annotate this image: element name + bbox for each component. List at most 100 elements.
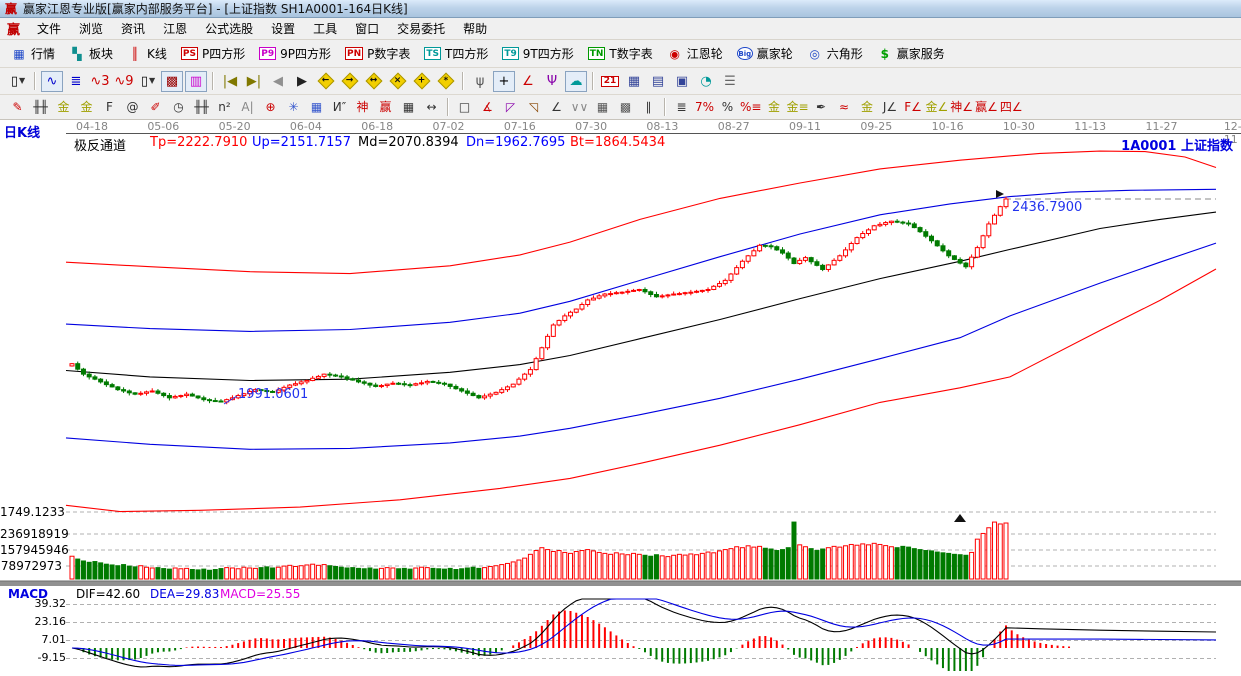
toolbar-hexagon[interactable]: ◎ 六角形	[800, 43, 870, 64]
draw-v-wave-icon[interactable]: ∨∨	[570, 100, 589, 114]
draw-f-ruler-icon[interactable]: F	[106, 100, 113, 114]
menu-item-窗口[interactable]: 窗口	[355, 22, 380, 36]
nav-first-icon[interactable]: |◀	[222, 73, 238, 89]
nav-last-icon[interactable]: ▶|	[246, 73, 262, 89]
zoom-in-icon[interactable]: +	[411, 71, 433, 92]
toolbar-winner-service[interactable]: $ 赢家服务	[870, 43, 952, 64]
kline-canvas[interactable]	[0, 120, 1241, 676]
candle-style-icon[interactable]: ▯ ▼	[140, 73, 156, 89]
menu-item-公式选股[interactable]: 公式选股	[205, 22, 254, 36]
draw-parallel-icon[interactable]: ∥	[645, 100, 652, 114]
draw-j-angle-icon[interactable]: J∠	[882, 100, 898, 114]
draw-brush2-icon[interactable]: ✒	[816, 100, 827, 114]
hand-tool-icon[interactable]: ψ	[475, 73, 485, 89]
menu-item-设置[interactable]: 设置	[271, 22, 296, 36]
price-axis-floor-label: 1749.1233	[0, 505, 65, 519]
draw-fan-box2-icon[interactable]: ◹	[528, 100, 539, 114]
menu-item-帮助[interactable]: 帮助	[463, 22, 488, 36]
draw-clock-ruler-icon[interactable]: ◷	[173, 100, 184, 114]
toolbar-p-number-table[interactable]: PN P数字表	[338, 43, 417, 64]
draw-shen-angle-icon[interactable]: 神∠	[950, 100, 974, 114]
draw-fan-box-icon[interactable]: ◸	[505, 100, 516, 114]
draw-fan-red-icon[interactable]: ∡	[482, 100, 493, 114]
menu-item-资讯[interactable]: 资讯	[121, 22, 146, 36]
draw-grid-123-icon[interactable]: ▦	[402, 100, 415, 114]
draw-ying-angle-icon[interactable]: 赢∠	[975, 100, 998, 114]
print-icon[interactable]: ☰	[724, 73, 736, 89]
draw-percent-lines-icon[interactable]: %≡	[740, 100, 762, 114]
angle-tool-icon[interactable]: ∠	[522, 73, 534, 89]
toolbar-t-number-table[interactable]: TN T数字表	[581, 43, 660, 64]
draw-circle-cross-icon[interactable]: ⊕	[265, 100, 276, 114]
nav-next-icon[interactable]: ▶	[297, 73, 307, 89]
crosshair-tool-icon[interactable]: +	[493, 70, 515, 92]
toolbar-quotes[interactable]: ▦ 行情	[4, 43, 62, 64]
zoom-horizontal-icon[interactable]: ↔	[363, 71, 385, 92]
volume-profile-icon[interactable]: ▥	[185, 70, 207, 92]
draw-gold-circle-icon[interactable]: 金	[767, 100, 780, 114]
draw-gold-angle-icon[interactable]: 金∠	[925, 100, 949, 114]
menu-item-文件[interactable]: 文件	[37, 22, 62, 36]
cloud-tool-icon[interactable]: ☁	[565, 70, 587, 92]
draw-starburst-icon[interactable]: ✳	[288, 100, 299, 114]
zigzag-channel-icon[interactable]: ∿	[41, 70, 63, 92]
macd-axis-1: 39.32	[34, 597, 67, 610]
draw-marker-icon[interactable]: ✐	[150, 100, 161, 114]
kline-report-icon[interactable]: ≣	[70, 73, 82, 89]
draw-ruler-icon[interactable]: ╫╫	[33, 100, 48, 114]
draw-wave-channel-icon[interactable]: ≈	[839, 100, 850, 114]
toolbar-9p-square[interactable]: P9 9P四方形	[252, 43, 338, 64]
draw-f-angle-icon[interactable]: F∠	[904, 100, 922, 114]
draw-k-mark-icon[interactable]: И″	[332, 100, 347, 114]
gann-tool-icon[interactable]: Ψ	[546, 73, 558, 89]
save-icon[interactable]: ▣	[675, 73, 689, 89]
draw-grid-a-icon[interactable]: ▦	[596, 100, 609, 114]
toolbar-winner-wheel[interactable]: Big 赢家轮	[730, 43, 800, 64]
zoom-left-icon[interactable]: ←	[315, 71, 337, 92]
draw-n2-icon[interactable]: n²	[218, 100, 231, 114]
draw-span-arrow-icon[interactable]: ↔	[426, 100, 437, 114]
nav-prev-icon[interactable]: ◀	[273, 73, 283, 89]
toolbar-9t-square[interactable]: T9 9T四方形	[495, 43, 580, 64]
zoom-out-icon[interactable]: ×	[387, 71, 409, 92]
notes-icon[interactable]: ▤	[651, 73, 665, 89]
menu-item-工具[interactable]: 工具	[313, 22, 338, 36]
wave-9-icon[interactable]: ∿9	[114, 73, 134, 89]
calendar-icon[interactable]: 21	[599, 71, 621, 92]
toolbar-t-square[interactable]: TS T四方形	[417, 43, 495, 64]
menu-item-浏览[interactable]: 浏览	[79, 22, 104, 36]
menu-item-江恩[interactable]: 江恩	[163, 22, 188, 36]
draw-percent7-icon[interactable]: 7%	[694, 100, 715, 114]
draw-mirror-icon[interactable]: A|	[241, 100, 254, 114]
draw-box-measure-icon[interactable]: □	[458, 100, 471, 114]
toolbar-kline[interactable]: ║ K线	[120, 43, 174, 64]
draw-gold-ruler1-icon[interactable]: 金	[57, 100, 70, 114]
wave-3-icon[interactable]: ∿3	[90, 73, 110, 89]
draw-gold-ruler2-icon[interactable]: 金	[80, 100, 93, 114]
draw-spiral-icon[interactable]: @	[126, 100, 139, 114]
calculator-icon[interactable]: ▦	[627, 73, 641, 89]
draw-grid-b-icon[interactable]: ▩	[619, 100, 632, 114]
date-tick-08-27: 08-27	[717, 120, 750, 133]
draw-angle-lines-icon[interactable]: ∠	[551, 100, 562, 114]
draw-gold-measure-icon[interactable]: 金	[861, 100, 874, 114]
draw-grid-box-icon[interactable]: ▦	[310, 100, 323, 114]
draw-pencil-icon[interactable]: ✎	[12, 100, 23, 114]
draw-shen-ruler-icon[interactable]: 神	[356, 100, 369, 114]
toolbar-gann-wheel[interactable]: ◉ 江恩轮	[660, 43, 730, 64]
chart-area[interactable]: 日K线 04-18 05-06 05-20 06-04 06-18 07-02 07-16 0…	[0, 120, 1241, 676]
menu-item-交易委托[interactable]: 交易委托	[397, 22, 446, 36]
toolbar-p-square[interactable]: PS P四方形	[174, 43, 252, 64]
draw-ruler2-icon[interactable]: ╫╫	[194, 100, 209, 114]
draw-gold-lines-icon[interactable]: 金≡	[786, 100, 809, 114]
draw-ying-box-icon[interactable]: 赢	[379, 100, 392, 114]
period-day-icon[interactable]: ▯ ▼	[10, 73, 26, 89]
pattern-overlay-icon[interactable]: ▩	[161, 70, 183, 92]
toolbar-sectors[interactable]: ▚ 板块	[62, 43, 120, 64]
draw-ratio-list-icon[interactable]: ≣	[676, 100, 687, 114]
draw-percent-icon[interactable]: %	[721, 100, 734, 114]
zoom-right-icon[interactable]: →	[339, 71, 361, 92]
world-clock-icon[interactable]: ◔	[700, 73, 712, 89]
draw-si-angle-icon[interactable]: 四∠	[999, 100, 1023, 114]
zoom-fit-icon[interactable]: *	[435, 71, 457, 92]
